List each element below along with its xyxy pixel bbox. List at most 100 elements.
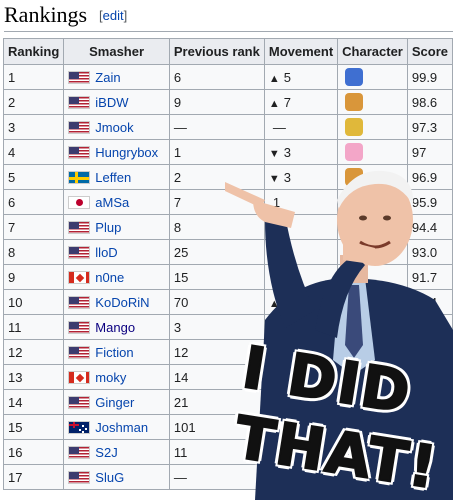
movement-value: 5 <box>284 70 291 85</box>
header-score: Score <box>407 39 452 65</box>
rank-cell: 12 <box>4 340 64 365</box>
smasher-cell: Jmook <box>64 115 170 140</box>
smasher-cell: Mango <box>64 315 170 340</box>
header-ranking: Ranking <box>4 39 64 65</box>
jp-flag-icon <box>68 196 90 209</box>
player-link[interactable]: Leffen <box>95 170 131 185</box>
us-flag-icon <box>68 96 90 109</box>
player-link[interactable]: SluG <box>95 470 124 485</box>
sheik-icon <box>345 118 363 136</box>
us-flag-icon <box>68 396 90 409</box>
movement-arrow-icon: ▼ <box>269 148 280 160</box>
player-link[interactable]: lloD <box>95 245 117 260</box>
player-link[interactable]: Jmook <box>95 120 133 135</box>
rank-cell: 15 <box>4 415 64 440</box>
score-cell: 97.3 <box>407 115 452 140</box>
smasher-cell: Fiction <box>64 340 170 365</box>
player-link[interactable]: n0ne <box>95 270 124 285</box>
movement-value: 3 <box>284 145 291 160</box>
rank-cell: 8 <box>4 240 64 265</box>
rank-cell: 14 <box>4 390 64 415</box>
us-flag-icon <box>68 146 90 159</box>
character-cell <box>338 90 408 115</box>
section-heading: Rankings [edit] <box>4 0 453 32</box>
player-link[interactable]: Plup <box>95 220 121 235</box>
us-flag-icon <box>68 246 90 259</box>
smasher-cell: Zain <box>64 65 170 90</box>
jigglypuff-icon <box>345 143 363 161</box>
us-flag-icon <box>68 221 90 234</box>
score-cell: 99.9 <box>407 65 452 90</box>
smasher-cell: SluG <box>64 465 170 490</box>
character-cell <box>338 65 408 90</box>
player-link[interactable]: Zain <box>95 70 120 85</box>
movement-value: — <box>273 120 286 135</box>
movement-cell: ▲ 7 <box>264 90 337 115</box>
rank-cell: 4 <box>4 140 64 165</box>
table-row: 1 Zain 6 ▲ 5 99.9 <box>4 65 453 90</box>
rank-cell: 17 <box>4 465 64 490</box>
movement-cell: ▲ 5 <box>264 65 337 90</box>
player-link[interactable]: moky <box>95 370 126 385</box>
us-flag-icon <box>68 446 90 459</box>
au-flag-icon <box>68 421 90 434</box>
previous-rank-cell: — <box>169 115 264 140</box>
player-link[interactable]: S2J <box>95 445 117 460</box>
player-link[interactable]: Ginger <box>95 395 134 410</box>
us-flag-icon <box>68 71 90 84</box>
smasher-cell: Plup <box>64 215 170 240</box>
us-flag-icon <box>68 296 90 309</box>
us-flag-icon <box>68 121 90 134</box>
rank-cell: 2 <box>4 90 64 115</box>
movement-arrow-icon: ▲ <box>269 98 280 110</box>
table-header-row: Ranking Smasher Previous rank Movement C… <box>4 39 453 65</box>
header-movement: Movement <box>264 39 337 65</box>
rank-cell: 16 <box>4 440 64 465</box>
us-flag-icon <box>68 321 90 334</box>
smasher-cell: Ginger <box>64 390 170 415</box>
us-flag-icon <box>68 471 90 484</box>
smasher-cell: Leffen <box>64 165 170 190</box>
player-link[interactable]: Mango <box>95 320 135 335</box>
movement-value: 7 <box>284 95 291 110</box>
rank-cell: 5 <box>4 165 64 190</box>
smasher-cell: KoDoRiN <box>64 290 170 315</box>
smasher-cell: n0ne <box>64 265 170 290</box>
player-link[interactable]: Joshman <box>95 420 148 435</box>
previous-rank-cell: 6 <box>169 65 264 90</box>
rank-cell: 13 <box>4 365 64 390</box>
movement-cell: — <box>264 115 337 140</box>
rank-cell: 10 <box>4 290 64 315</box>
rank-cell: 1 <box>4 65 64 90</box>
se-flag-icon <box>68 171 90 184</box>
rank-cell: 11 <box>4 315 64 340</box>
header-character: Character <box>338 39 408 65</box>
header-smasher: Smasher <box>64 39 170 65</box>
player-link[interactable]: aMSa <box>95 195 129 210</box>
edit-link-wrapper: [edit] <box>99 8 127 23</box>
player-link[interactable]: KoDoRiN <box>95 295 149 310</box>
smasher-cell: iBDW <box>64 90 170 115</box>
rank-cell: 9 <box>4 265 64 290</box>
us-flag-icon <box>68 346 90 359</box>
player-link[interactable]: Hungrybox <box>95 145 158 160</box>
rank-cell: 3 <box>4 115 64 140</box>
previous-rank-cell: 9 <box>169 90 264 115</box>
player-link[interactable]: iBDW <box>95 95 128 110</box>
ca-flag-icon <box>68 271 90 284</box>
smasher-cell: Joshman <box>64 415 170 440</box>
rank-cell: 6 <box>4 190 64 215</box>
marth-icon <box>345 68 363 86</box>
character-cell <box>338 115 408 140</box>
smasher-cell: moky <box>64 365 170 390</box>
player-link[interactable]: Fiction <box>95 345 133 360</box>
header-previous-rank: Previous rank <box>169 39 264 65</box>
smasher-cell: Hungrybox <box>64 140 170 165</box>
table-row: 2 iBDW 9 ▲ 7 98.6 <box>4 90 453 115</box>
rank-cell: 7 <box>4 215 64 240</box>
page-title: Rankings <box>4 2 87 28</box>
score-cell: 98.6 <box>407 90 452 115</box>
edit-link[interactable]: edit <box>103 8 124 23</box>
fox-icon <box>345 93 363 111</box>
table-row: 3 Jmook — — 97.3 <box>4 115 453 140</box>
